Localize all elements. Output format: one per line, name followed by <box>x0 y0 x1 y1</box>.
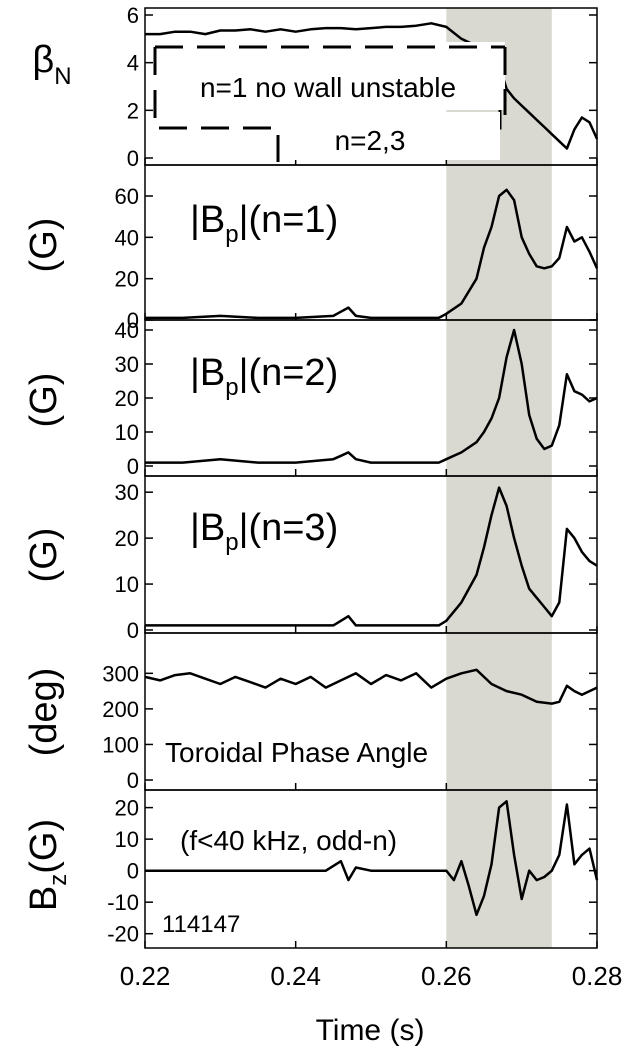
bp2-series-line <box>145 328 598 464</box>
bz-unit: (G) <box>23 819 65 874</box>
bp3-label-sub: p <box>225 529 238 556</box>
bp3-ytick-label: 20 <box>115 526 139 551</box>
bp2-ytick-label: 20 <box>115 386 139 411</box>
bp3-label-main: |B <box>190 507 225 549</box>
bp2-label-main: |B <box>190 352 225 394</box>
bp2-ytick-label: 40 <box>115 318 139 343</box>
bp3-ylabel: (G) <box>23 528 65 583</box>
beta-subscript: N <box>54 63 71 90</box>
bp2-ytick-label: 0 <box>127 454 139 479</box>
bz-subscript: z <box>45 874 72 886</box>
bz-filter-label: (f<40 kHz, odd-n) <box>180 825 397 856</box>
toroidal-phase-angle-label: Toroidal Phase Angle <box>165 737 428 768</box>
xtick-label: 0.22 <box>120 961 171 991</box>
bp2-ytick-label: 30 <box>115 352 139 377</box>
bp1-ytick-label: 40 <box>115 225 139 250</box>
xtick-label: 0.26 <box>421 961 472 991</box>
bp2-ylabel: (G) <box>23 373 65 428</box>
ticks: 0246020406001020304001020300100200300-20… <box>102 3 622 991</box>
traces <box>144 22 599 917</box>
bp3-series-line <box>145 486 598 627</box>
bp3-ytick-label: 10 <box>115 572 139 597</box>
bp1-ylabel: (G) <box>23 218 65 273</box>
phase-ylabel: (deg) <box>23 668 65 757</box>
y-axis-labels: βN (G) (G) (G) (deg) Bz(G) <box>23 39 72 911</box>
bz-ytick-label: 20 <box>115 796 139 821</box>
beta-ytick-label: 2 <box>127 98 139 123</box>
phase-ytick-label: 200 <box>102 697 139 722</box>
bp2-label-tail: |(n=2) <box>239 352 339 394</box>
shot-number-label: 114147 <box>162 911 240 938</box>
bp1-label-tail: |(n=1) <box>239 199 339 241</box>
bp3-label-tail: |(n=3) <box>239 507 339 549</box>
beta-ytick-label: 4 <box>127 51 139 76</box>
bp1-ytick-label: 0 <box>127 308 139 333</box>
xtick-label: 0.28 <box>572 961 623 991</box>
unstable-label-box <box>160 42 505 110</box>
bz-ytick-label: -20 <box>107 922 139 947</box>
n1-no-wall-unstable-label: n=1 no wall unstable <box>200 72 456 103</box>
bp2-label-sub: p <box>225 374 238 401</box>
beta-ylabel: βN <box>32 39 71 90</box>
axes-frames <box>144 7 598 949</box>
phase-ytick-label: 100 <box>102 732 139 757</box>
beta-symbol: β <box>32 39 54 81</box>
bp2-panel-label: |Bp|(n=2) <box>190 352 338 401</box>
n23-label: n=2,3 <box>335 125 406 156</box>
n1-wall-dashed-line <box>153 45 507 115</box>
bz-ytick-label: 0 <box>127 859 139 884</box>
bz-ytick-label: 10 <box>115 827 139 852</box>
beta-ytick-label: 0 <box>127 146 139 171</box>
bp1-label-sub: p <box>225 221 238 248</box>
phase-ytick-label: 300 <box>102 661 139 686</box>
bp3-ytick-label: 30 <box>115 480 139 505</box>
beta-series-line <box>145 22 599 150</box>
x-axis-label: Time (s) <box>316 1014 425 1047</box>
bz-axes-frame <box>144 789 598 949</box>
bz-symbol: B <box>23 886 65 911</box>
bp2-ytick-label: 10 <box>115 420 139 445</box>
bp1-ytick-label: 20 <box>115 267 139 292</box>
bz-ytick-label: -10 <box>107 890 139 915</box>
bz-ylabel: Bz(G) <box>23 819 72 911</box>
beta-panel-annotations: n=1 no wall unstable n=2,3 <box>153 42 507 162</box>
bz-series-line <box>145 800 599 917</box>
n23-label-box <box>280 112 500 160</box>
phase-ytick-label: 0 <box>127 768 139 793</box>
bp1-ytick-label: 60 <box>115 184 139 209</box>
bp1-panel-label: |Bp|(n=1) <box>190 199 338 248</box>
bp1-series-line <box>145 188 599 320</box>
bp1-label-main: |B <box>190 199 225 241</box>
xtick-label: 0.24 <box>270 961 321 991</box>
bp3-ytick-label: 0 <box>127 618 139 643</box>
beta-ytick-label: 6 <box>127 3 139 28</box>
bp3-panel-label: |Bp|(n=3) <box>190 507 338 556</box>
phase-series-line <box>144 668 598 705</box>
panel-annotations: |Bp|(n=1) |Bp|(n=2) |Bp|(n=3) Toroidal P… <box>162 199 428 938</box>
